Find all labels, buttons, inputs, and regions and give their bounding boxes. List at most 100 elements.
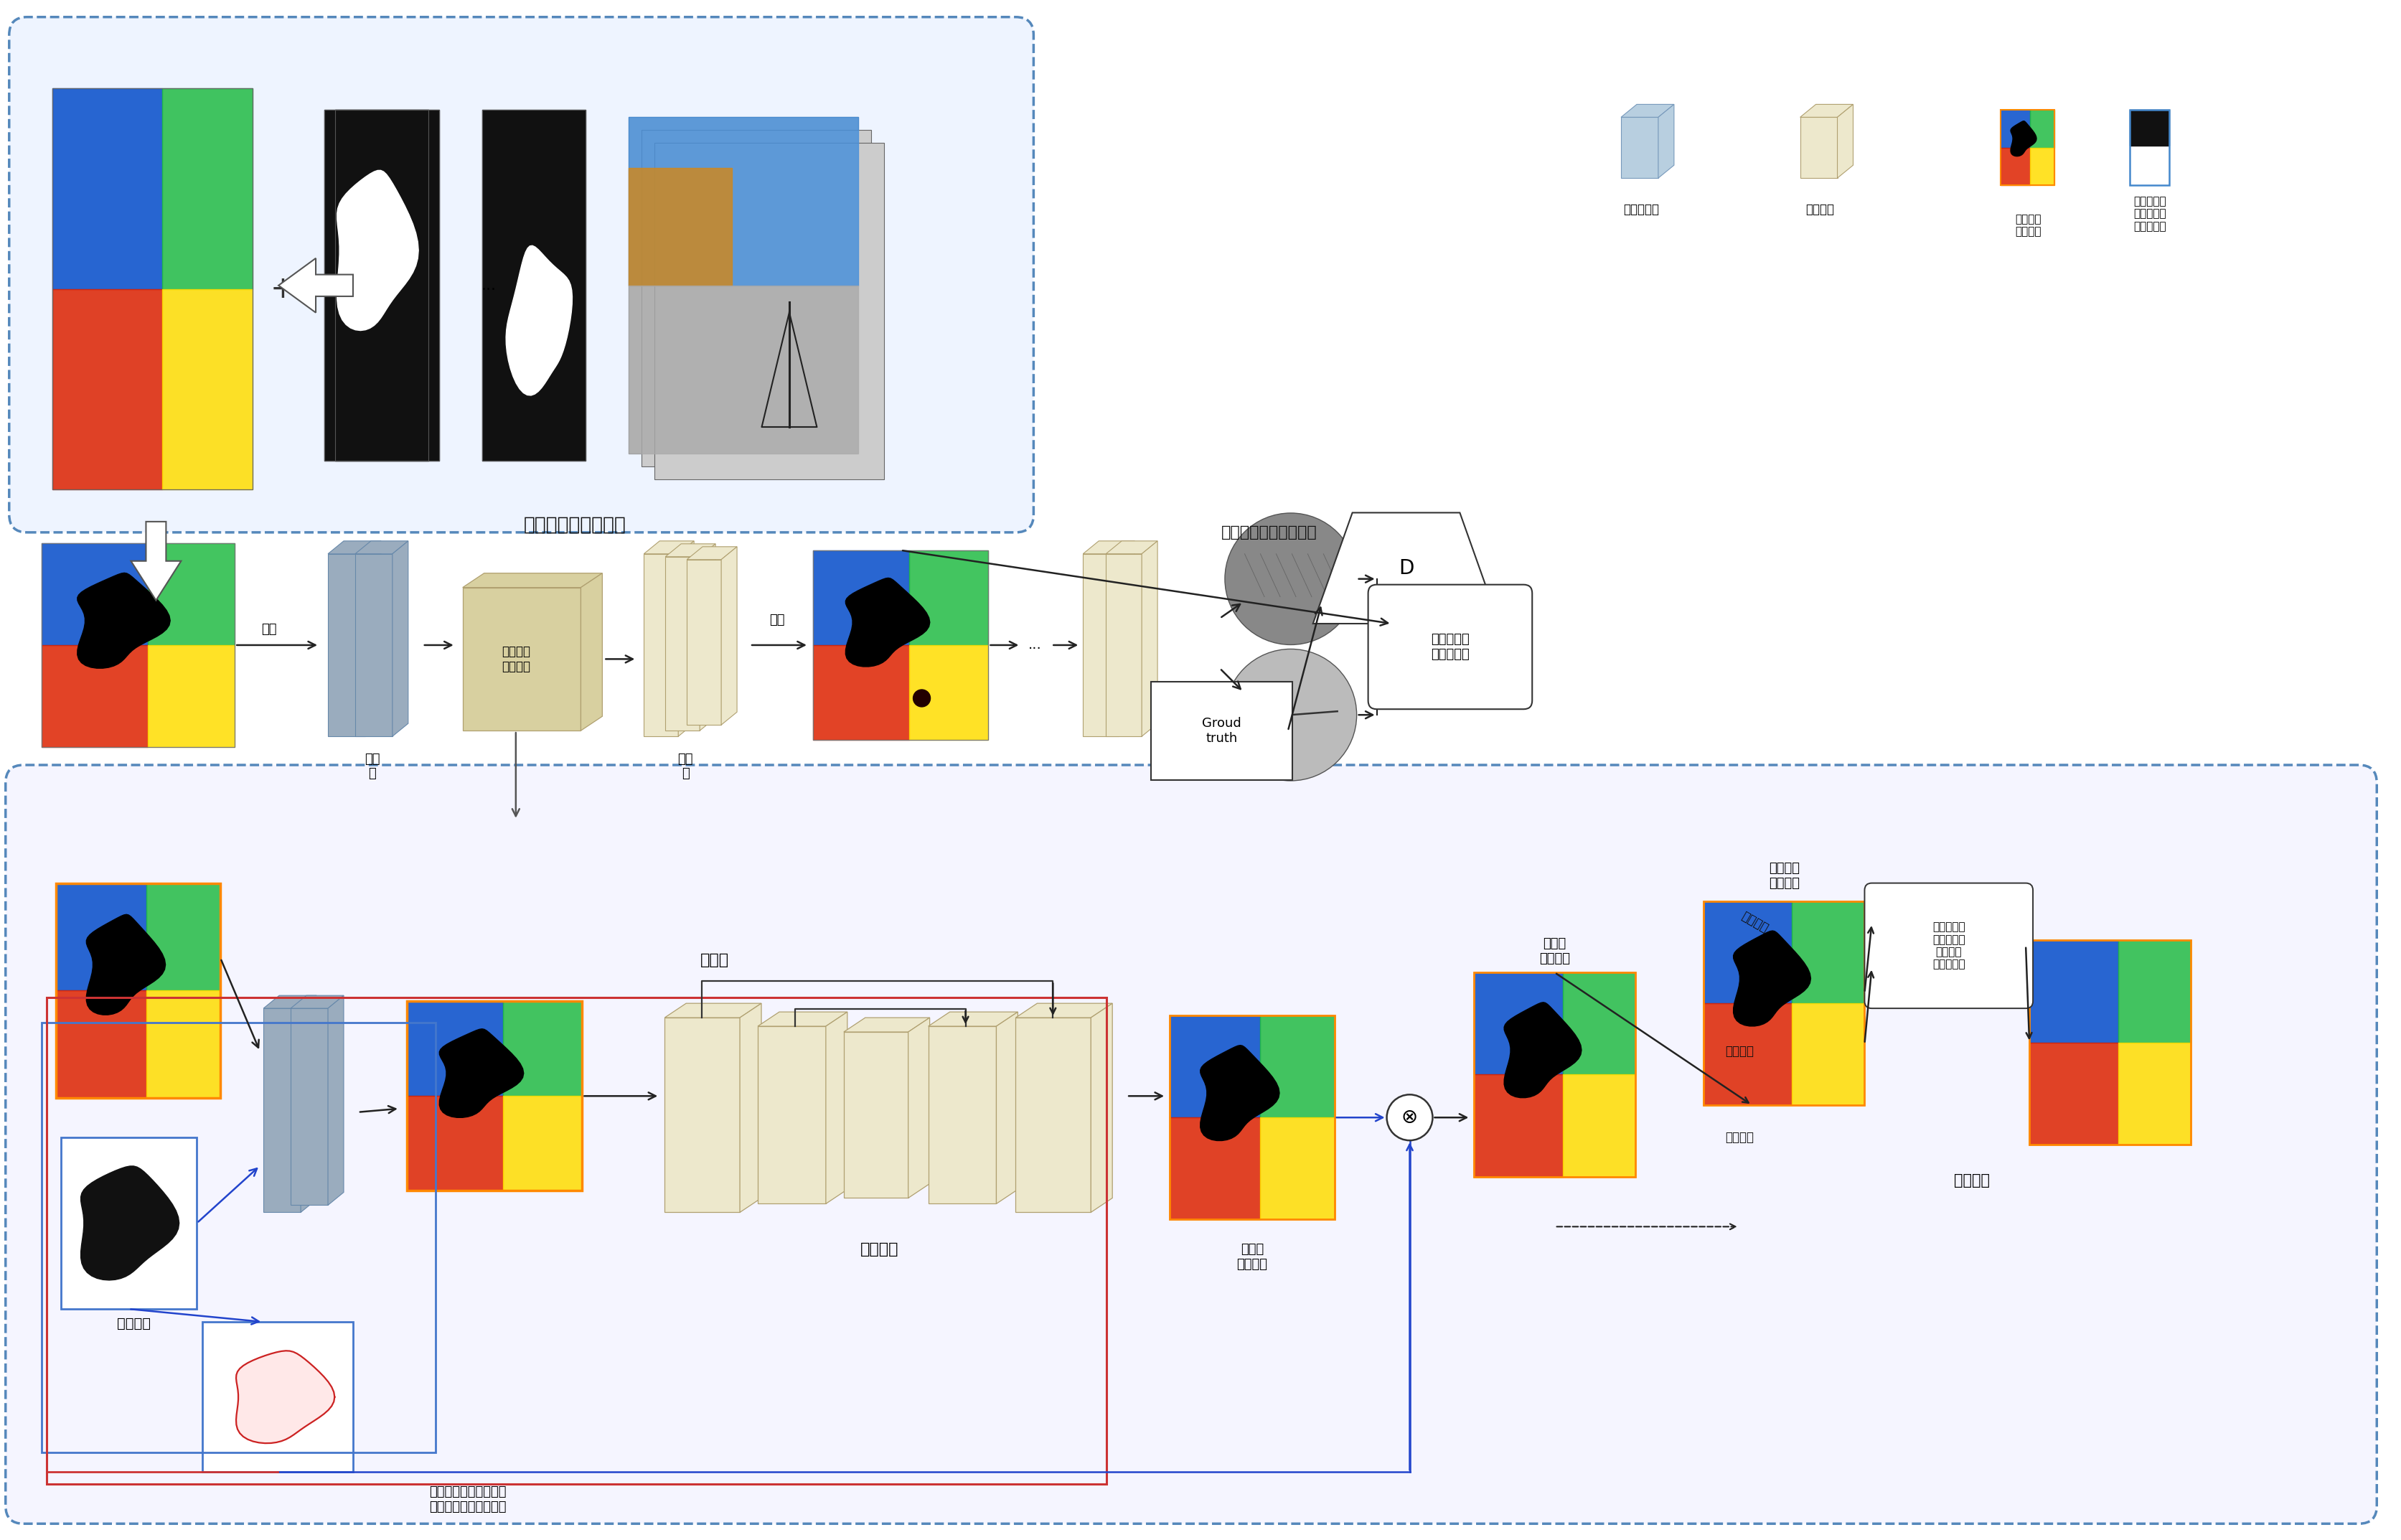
Polygon shape [1702, 901, 1791, 1003]
Text: 下采
样: 下采 样 [365, 753, 379, 781]
Text: 输出: 输出 [768, 613, 785, 627]
Polygon shape [55, 882, 146, 990]
Polygon shape [355, 541, 408, 554]
Polygon shape [1083, 554, 1119, 736]
Polygon shape [1313, 513, 1498, 624]
Polygon shape [929, 1012, 1018, 1026]
Bar [324, 109, 427, 460]
Bar [53, 89, 252, 490]
Bar [655, 143, 884, 479]
Polygon shape [665, 556, 699, 730]
Bar [641, 129, 872, 467]
Polygon shape [355, 554, 391, 736]
Polygon shape [2130, 146, 2168, 185]
Polygon shape [291, 995, 343, 1009]
Polygon shape [1837, 105, 1854, 179]
Polygon shape [2029, 941, 2118, 1043]
Text: 二进制掩膜
白色代表１
黑色代表０: 二进制掩膜 白色代表１ 黑色代表０ [2134, 196, 2166, 231]
Polygon shape [463, 587, 581, 730]
Polygon shape [2031, 109, 2055, 148]
Text: +: + [271, 274, 295, 303]
Polygon shape [1734, 930, 1810, 1026]
Bar [2029, 941, 2190, 1144]
Bar [202, 1321, 353, 1472]
Polygon shape [406, 1001, 504, 1096]
Polygon shape [329, 554, 365, 736]
Polygon shape [665, 544, 715, 556]
Polygon shape [629, 117, 857, 285]
Polygon shape [1621, 105, 1673, 117]
Polygon shape [2000, 148, 2031, 185]
Polygon shape [2118, 1043, 2190, 1144]
Polygon shape [86, 915, 166, 1015]
Polygon shape [2031, 148, 2055, 185]
Polygon shape [391, 541, 408, 736]
Polygon shape [1659, 105, 1673, 179]
Polygon shape [910, 645, 989, 739]
Text: 特征融合: 特征融合 [1954, 1173, 1990, 1187]
Polygon shape [60, 1137, 197, 1309]
Polygon shape [291, 1009, 329, 1206]
FancyBboxPatch shape [10, 17, 1032, 533]
Polygon shape [814, 645, 910, 739]
Polygon shape [1261, 1118, 1335, 1220]
Circle shape [1388, 1095, 1433, 1141]
Text: 部分卷积层: 部分卷积层 [1623, 203, 1659, 216]
Polygon shape [55, 990, 146, 1098]
Bar [2130, 109, 2168, 185]
Polygon shape [324, 109, 427, 460]
Polygon shape [910, 550, 989, 645]
Polygon shape [41, 544, 149, 645]
Polygon shape [740, 1004, 761, 1212]
Bar [60, 1137, 197, 1309]
Text: 第二次
推理结果: 第二次 推理结果 [1539, 938, 1570, 966]
Polygon shape [41, 645, 149, 747]
Text: 跳连接: 跳连接 [701, 953, 730, 967]
Text: 无效像素: 无效像素 [1724, 1130, 1753, 1144]
Text: 最后一次
推理结果: 最后一次 推理结果 [1770, 862, 1798, 890]
Bar [629, 117, 857, 454]
Text: 第一次
推理结果: 第一次 推理结果 [1237, 1243, 1268, 1270]
Polygon shape [2010, 122, 2036, 156]
Text: 大气偏振
信息特征: 大气偏振 信息特征 [2014, 214, 2041, 237]
Text: 邻域特征
修复模块: 邻域特征 修复模块 [502, 645, 531, 673]
Polygon shape [439, 1029, 523, 1118]
Polygon shape [1107, 554, 1143, 736]
Text: 区域识别: 区域识别 [118, 1317, 151, 1331]
Polygon shape [843, 1032, 908, 1198]
Text: ...: ... [480, 279, 497, 293]
Polygon shape [146, 990, 221, 1098]
Polygon shape [1503, 1003, 1582, 1098]
Polygon shape [149, 544, 235, 645]
Polygon shape [2130, 109, 2168, 146]
Polygon shape [643, 554, 677, 736]
FancyBboxPatch shape [1866, 882, 2034, 1009]
Polygon shape [235, 1351, 334, 1443]
Polygon shape [759, 1012, 848, 1026]
Polygon shape [163, 89, 252, 290]
Text: 特征推理: 特征推理 [860, 1243, 898, 1257]
Text: 输入: 输入 [262, 622, 276, 636]
Bar [406, 1001, 583, 1190]
Polygon shape [814, 550, 910, 645]
Text: ⊗: ⊗ [1402, 1107, 1419, 1127]
Polygon shape [629, 285, 857, 454]
Polygon shape [826, 1012, 848, 1204]
Text: 有效像素: 有效像素 [1738, 910, 1770, 935]
Polygon shape [996, 1012, 1018, 1204]
Polygon shape [1474, 1075, 1563, 1177]
Polygon shape [336, 109, 439, 460]
Polygon shape [720, 547, 737, 725]
Polygon shape [329, 541, 382, 554]
Polygon shape [463, 573, 603, 587]
Polygon shape [1016, 1004, 1112, 1018]
Polygon shape [329, 995, 343, 1206]
Polygon shape [336, 171, 418, 331]
Bar [814, 550, 989, 739]
Circle shape [1225, 648, 1357, 781]
Polygon shape [1563, 1075, 1635, 1177]
Bar [55, 882, 221, 1098]
Polygon shape [146, 882, 221, 990]
Polygon shape [1119, 541, 1136, 736]
Polygon shape [699, 544, 715, 730]
